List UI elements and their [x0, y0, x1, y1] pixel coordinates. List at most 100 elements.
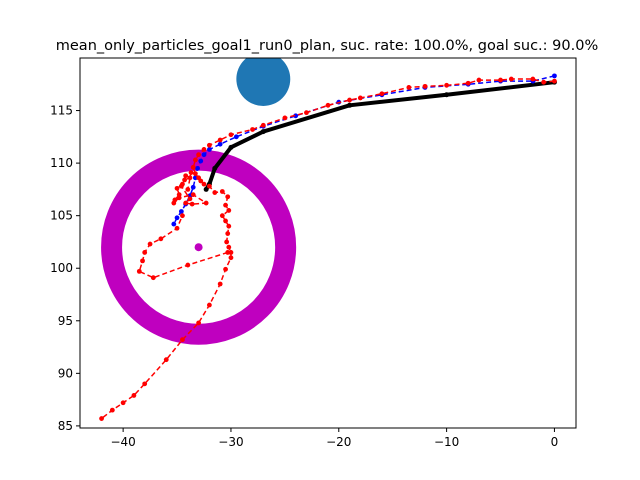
series-3-point-2 [150, 275, 156, 281]
series-0-point-3 [260, 129, 266, 135]
series-4-point-11 [183, 200, 189, 206]
chart-title: mean_only_particles_goal1_run0_plan, suc… [56, 38, 598, 54]
series-3-point-5 [142, 250, 148, 255]
plot-layer [99, 58, 557, 421]
series-2-point-36 [223, 218, 228, 224]
series-2-point-27 [198, 178, 204, 184]
series-1-point-13 [198, 158, 204, 164]
series-2-point-53 [99, 416, 104, 421]
series-1-point-16 [190, 184, 196, 190]
series-2-point-0 [552, 78, 557, 84]
plot-area [99, 58, 557, 421]
series-2-point-50 [131, 393, 137, 398]
x-tick-label-0: −40 [110, 435, 135, 449]
series-4-point-8 [185, 186, 191, 192]
series-1-point-7 [293, 113, 299, 119]
x-tick-label-2: −20 [326, 435, 351, 449]
x-tick-label-1: −30 [218, 435, 243, 449]
series-0-point-1 [444, 92, 450, 98]
series-2-point-13 [325, 102, 331, 108]
y-tick-label-2: 95 [58, 314, 73, 328]
series-4-point-15 [176, 195, 182, 201]
series-2-point-4 [498, 77, 503, 83]
series-2-point-2 [530, 76, 536, 82]
series-2-point-23 [192, 157, 198, 163]
series-4-point-4 [182, 177, 187, 183]
series-2-point-52 [109, 407, 115, 413]
series-1-point-0 [552, 73, 557, 79]
x-tick-label-3: −10 [434, 435, 459, 449]
series-2-point-29 [206, 183, 212, 189]
series-2-point-46 [196, 320, 202, 326]
series-1-point-11 [206, 147, 212, 152]
series-2-point-19 [217, 137, 223, 143]
series-2-point-45 [206, 302, 212, 308]
goal-point [194, 243, 203, 252]
x-tick-label-4: 0 [551, 435, 559, 449]
series-2-point-18 [228, 132, 234, 138]
series-4-point-5 [187, 175, 193, 181]
series-2-point-32 [225, 194, 231, 200]
series-3-point-7 [158, 236, 164, 242]
series-2-point-40 [226, 244, 232, 250]
series-3-line [138, 215, 228, 279]
series-4-point-14 [190, 192, 196, 198]
series-2-point-39 [224, 239, 230, 245]
series-2-point-1 [541, 79, 547, 85]
series-2-point-15 [282, 115, 288, 121]
y-tick-label-4: 105 [50, 209, 73, 223]
series-1-point-10 [217, 141, 223, 147]
series-2-point-7 [444, 82, 450, 88]
series-2-point-5 [476, 77, 482, 83]
series-3-point-1 [185, 262, 191, 268]
series-4-point-10 [187, 196, 193, 202]
series-4-point-2 [174, 185, 180, 191]
series-2-point-10 [379, 91, 385, 97]
series-2-point-22 [196, 152, 202, 158]
series-3-point-4 [140, 258, 145, 264]
y-tick-label-6: 115 [50, 104, 73, 118]
series-2-point-20 [206, 142, 212, 148]
series-2-point-37 [226, 223, 232, 229]
series-2-point-16 [260, 122, 266, 128]
series-2-point-9 [406, 85, 412, 90]
series-2-point-34 [226, 208, 232, 213]
series-2-point-25 [192, 171, 198, 177]
obstacle-circle [236, 58, 291, 106]
series-0-point-4 [228, 144, 234, 150]
series-4-point-9 [178, 183, 184, 189]
series-2-point-14 [304, 110, 309, 116]
series-4-point-16 [171, 200, 177, 206]
series-1-point-9 [233, 134, 239, 140]
series-3-point-6 [147, 241, 153, 247]
series-2-point-33 [223, 202, 228, 208]
series-2-point-35 [219, 213, 225, 219]
series-2-point-51 [120, 400, 126, 406]
y-tick-label-1: 90 [58, 366, 73, 380]
series-3-point-8 [174, 225, 180, 231]
series-0-point-5 [212, 165, 218, 171]
series-2-point-11 [357, 95, 363, 101]
series-2-point-8 [422, 83, 428, 89]
y-tick-label-3: 100 [50, 261, 73, 275]
series-2-point-30 [212, 190, 218, 195]
x-axis: −40 −30 −20 −10 0 [110, 428, 558, 449]
series-0-line [204, 80, 557, 192]
series-3-point-9 [180, 213, 185, 219]
series-2-point-24 [190, 164, 196, 170]
series-2-point-31 [219, 189, 225, 194]
series-2-point-21 [201, 147, 207, 152]
series-1-point-14 [195, 165, 200, 171]
series-0-point-7 [203, 186, 209, 192]
series-2-line [101, 78, 555, 420]
series-3-point-3 [136, 268, 142, 274]
series-4-point-6 [183, 173, 189, 179]
series-2-point-38 [225, 231, 231, 236]
series-2-point-12 [347, 97, 352, 103]
series-2-point-28 [201, 181, 207, 187]
series-1-point-21 [171, 221, 177, 227]
series-1-point-19 [178, 209, 184, 214]
series-4-point-13 [203, 200, 209, 206]
series-1-point-20 [174, 215, 180, 221]
